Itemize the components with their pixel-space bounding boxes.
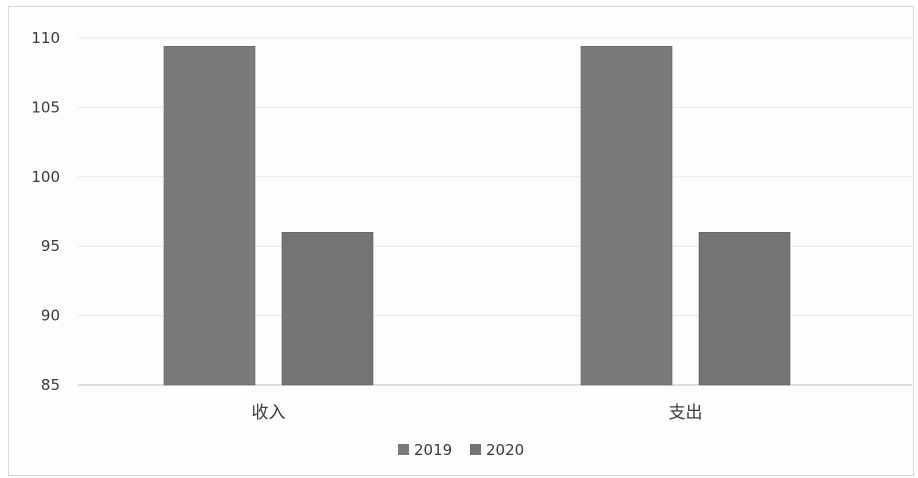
legend: 2019 2020 — [398, 441, 524, 459]
y-tick-label: 110 — [31, 29, 60, 47]
bar-2019 — [163, 46, 256, 386]
bar-2020 — [281, 232, 374, 386]
y-tick-label: 100 — [31, 168, 60, 186]
bars — [163, 46, 791, 386]
y-tick-label: 85 — [41, 376, 60, 394]
y-tick-label: 95 — [41, 237, 60, 255]
bar-2020 — [698, 232, 791, 386]
x-category-label: 支出 — [669, 403, 703, 423]
y-tick-label: 105 — [31, 98, 60, 116]
legend-label-2019: 2019 — [414, 441, 452, 459]
y-axis-tick-labels: 85 90 95 100 105 110 — [31, 29, 60, 394]
legend-swatch-2020 — [470, 444, 481, 455]
x-axis-category-labels: 收入 支出 — [252, 403, 703, 423]
bar-2019 — [580, 46, 673, 386]
y-tick-label: 90 — [41, 307, 60, 325]
legend-swatch-2019 — [398, 444, 409, 455]
legend-label-2020: 2020 — [486, 441, 524, 459]
x-category-label: 收入 — [252, 403, 286, 423]
